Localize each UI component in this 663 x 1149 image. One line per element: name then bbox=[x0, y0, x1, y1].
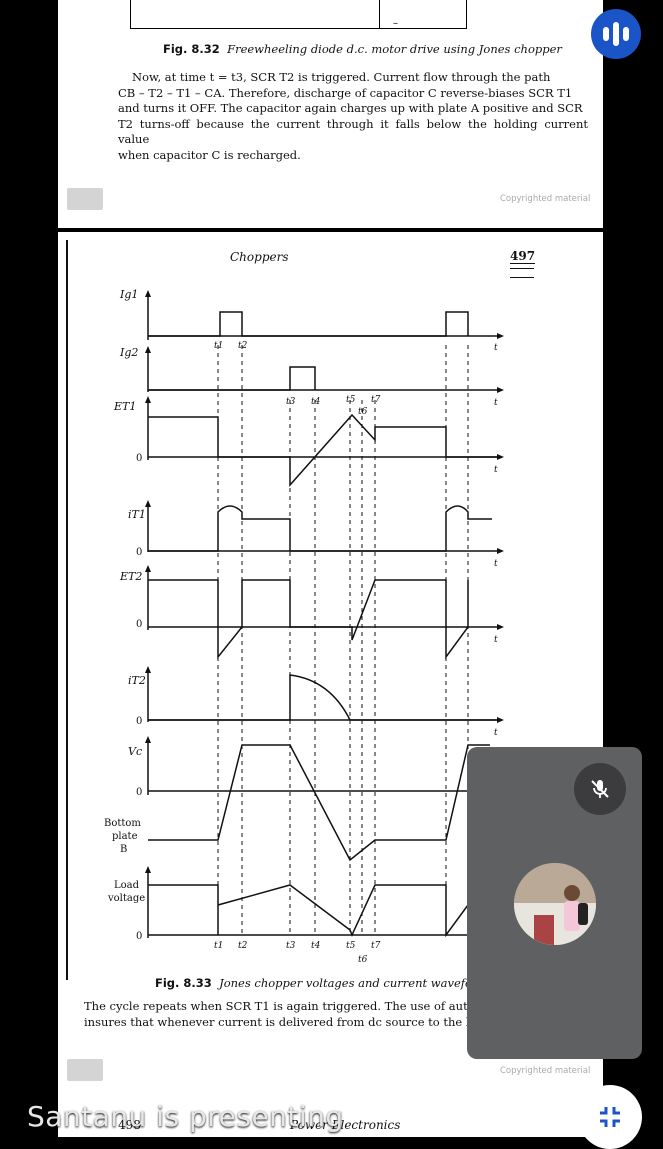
zero-load: 0 bbox=[136, 931, 142, 942]
bottom-paragraph: The cycle repeats when SCR T1 is again t… bbox=[84, 999, 477, 1029]
figure-833-caption: Fig. 8.33 Jones chopper voltages and cur… bbox=[155, 976, 495, 990]
axis-t-6: t bbox=[494, 728, 498, 738]
tick-t6-mid: t6 bbox=[358, 407, 368, 417]
tick-t3-mid: t3 bbox=[286, 397, 296, 407]
label-et2: ET2 bbox=[119, 570, 142, 583]
tick-t5-mid: t5 bbox=[346, 395, 356, 405]
tick-t3-bottom: t3 bbox=[286, 941, 296, 951]
axis-t-1: t bbox=[494, 343, 498, 353]
tick-t1-top: t1 bbox=[214, 341, 223, 351]
page-thumbnail-placeholder bbox=[67, 188, 103, 210]
margin-rule bbox=[66, 240, 68, 980]
paragraph-text: Now, at time t = t3, SCR T2 is triggered… bbox=[118, 70, 588, 162]
tick-t5-bottom: t5 bbox=[346, 941, 356, 951]
running-head: Choppers bbox=[230, 250, 289, 264]
axis-t-3: t bbox=[494, 465, 498, 475]
label-ig1: Ig1 bbox=[119, 288, 138, 301]
footer-title: Power Electronics bbox=[290, 1118, 401, 1132]
label-bottom-plate-2: plate bbox=[112, 831, 138, 842]
tick-t7-mid: t7 bbox=[371, 395, 381, 405]
zero-it1: 0 bbox=[136, 547, 142, 558]
zero-et1: 0 bbox=[136, 453, 142, 464]
label-et1: ET1 bbox=[113, 400, 136, 413]
label-bottom-plate-3: B bbox=[120, 844, 127, 855]
page-thumbnail-placeholder-2 bbox=[67, 1059, 103, 1081]
audio-bars-icon[interactable] bbox=[591, 9, 641, 59]
zero-et2: 0 bbox=[136, 619, 142, 630]
label-vc: Vc bbox=[128, 745, 142, 758]
zero-vc: 0 bbox=[136, 787, 142, 798]
label-load-voltage: Load bbox=[114, 880, 140, 891]
copyright-note-2: Copyrighted material bbox=[500, 1066, 591, 1076]
presenting-banner: Santanu is presenting bbox=[27, 1100, 344, 1133]
tick-t6-bottom: t6 bbox=[358, 955, 368, 965]
label-load-voltage-2: voltage bbox=[107, 893, 145, 904]
label-it2: iT2 bbox=[128, 674, 146, 687]
tick-t2-top: t2 bbox=[238, 341, 248, 351]
tick-t1-bottom: t1 bbox=[214, 941, 223, 951]
page-number-rule bbox=[510, 268, 534, 278]
label-ig2: Ig2 bbox=[119, 346, 138, 359]
figure-832-caption: Fig. 8.32 Freewheeling diode d.c. motor … bbox=[163, 42, 562, 56]
document-page-top: – Fig. 8.32 Freewheeling diode d.c. moto… bbox=[58, 0, 603, 228]
axis-t-4: t bbox=[494, 559, 498, 569]
tick-t2-bottom: t2 bbox=[238, 941, 248, 951]
label-bottom-plate: Bottom bbox=[104, 818, 141, 829]
mic-off-icon bbox=[574, 763, 626, 815]
footer-page-number: 498 bbox=[118, 1118, 141, 1132]
label-it1: iT1 bbox=[128, 508, 146, 521]
tick-t7-bottom: t7 bbox=[371, 941, 381, 951]
zero-it2: 0 bbox=[136, 716, 142, 727]
axis-t-5: t bbox=[494, 635, 498, 645]
figure-832-box: – bbox=[130, 0, 467, 29]
axis-t-2: t bbox=[494, 398, 498, 408]
collapse-icon[interactable] bbox=[578, 1085, 642, 1149]
tick-t4-mid: t4 bbox=[311, 397, 321, 407]
tick-t4-bottom: t4 bbox=[311, 941, 321, 951]
participant-avatar bbox=[514, 863, 596, 945]
copyright-note: Copyrighted material bbox=[500, 194, 591, 204]
page-number: 497 bbox=[510, 249, 536, 264]
